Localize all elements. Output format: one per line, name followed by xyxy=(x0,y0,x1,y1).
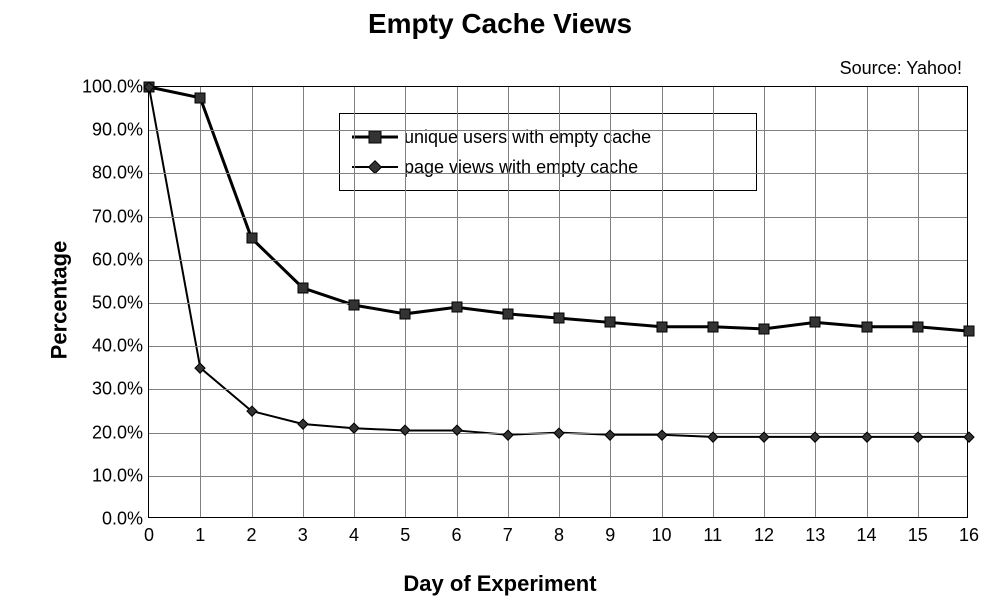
diamond-marker-icon xyxy=(368,160,382,174)
x-tick-label: 10 xyxy=(651,525,671,546)
gridline-horizontal xyxy=(149,476,967,477)
x-tick-label: 2 xyxy=(246,525,256,546)
chart-title: Empty Cache Views xyxy=(0,8,1000,40)
legend-item-users: unique users with empty cache xyxy=(352,122,744,152)
y-tick-label: 40.0% xyxy=(53,336,143,357)
gridline-vertical xyxy=(610,87,611,517)
x-tick-label: 0 xyxy=(144,525,154,546)
y-tick-label: 100.0% xyxy=(53,77,143,98)
marker-users xyxy=(502,308,513,319)
marker-users xyxy=(964,326,975,337)
gridline-horizontal xyxy=(149,303,967,304)
legend-swatch xyxy=(352,160,398,174)
gridline-vertical xyxy=(303,87,304,517)
marker-users xyxy=(759,323,770,334)
gridline-horizontal xyxy=(149,173,967,174)
square-marker-icon xyxy=(369,131,382,144)
legend: unique users with empty cachepage views … xyxy=(339,113,757,191)
x-tick-label: 12 xyxy=(754,525,774,546)
x-tick-label: 14 xyxy=(856,525,876,546)
x-tick-label: 9 xyxy=(605,525,615,546)
x-tick-label: 16 xyxy=(959,525,979,546)
gridline-vertical xyxy=(662,87,663,517)
gridline-vertical xyxy=(764,87,765,517)
marker-users xyxy=(656,321,667,332)
marker-users xyxy=(861,321,872,332)
x-tick-label: 1 xyxy=(195,525,205,546)
x-tick-label: 11 xyxy=(703,525,722,546)
gridline-horizontal xyxy=(149,130,967,131)
x-tick-label: 4 xyxy=(349,525,359,546)
y-tick-label: 10.0% xyxy=(53,465,143,486)
y-tick-label: 0.0% xyxy=(53,509,143,530)
y-tick-label: 50.0% xyxy=(53,293,143,314)
marker-users xyxy=(195,92,206,103)
gridline-vertical xyxy=(508,87,509,517)
marker-users xyxy=(554,313,565,324)
gridline-horizontal xyxy=(149,389,967,390)
y-tick-label: 30.0% xyxy=(53,379,143,400)
y-tick-label: 80.0% xyxy=(53,163,143,184)
gridline-vertical xyxy=(200,87,201,517)
gridline-vertical xyxy=(559,87,560,517)
gridline-vertical xyxy=(405,87,406,517)
marker-users xyxy=(400,308,411,319)
x-tick-label: 3 xyxy=(298,525,308,546)
gridline-vertical xyxy=(815,87,816,517)
x-axis-label: Day of Experiment xyxy=(0,571,1000,597)
x-tick-label: 15 xyxy=(908,525,928,546)
y-tick-label: 60.0% xyxy=(53,249,143,270)
marker-users xyxy=(912,321,923,332)
marker-users xyxy=(451,302,462,313)
plot-area: unique users with empty cachepage views … xyxy=(148,86,968,518)
x-tick-label: 8 xyxy=(554,525,564,546)
gridline-vertical xyxy=(867,87,868,517)
x-tick-label: 5 xyxy=(400,525,410,546)
x-tick-label: 13 xyxy=(805,525,825,546)
y-tick-label: 20.0% xyxy=(53,422,143,443)
x-tick-label: 6 xyxy=(451,525,461,546)
marker-users xyxy=(605,317,616,328)
gridline-vertical xyxy=(918,87,919,517)
gridline-horizontal xyxy=(149,217,967,218)
marker-users xyxy=(707,321,718,332)
chart-container: Empty Cache Views Source: Yahoo! Percent… xyxy=(0,0,1000,603)
y-tick-label: 90.0% xyxy=(53,120,143,141)
marker-users xyxy=(810,317,821,328)
y-tick-label: 70.0% xyxy=(53,206,143,227)
marker-users xyxy=(349,300,360,311)
gridline-horizontal xyxy=(149,346,967,347)
gridline-vertical xyxy=(252,87,253,517)
gridline-horizontal xyxy=(149,260,967,261)
legend-item-pageviews: page views with empty cache xyxy=(352,152,744,182)
legend-swatch xyxy=(352,130,398,144)
marker-users xyxy=(297,282,308,293)
source-label: Source: Yahoo! xyxy=(840,58,962,79)
marker-users xyxy=(246,233,257,244)
gridline-vertical xyxy=(713,87,714,517)
x-tick-label: 7 xyxy=(503,525,513,546)
